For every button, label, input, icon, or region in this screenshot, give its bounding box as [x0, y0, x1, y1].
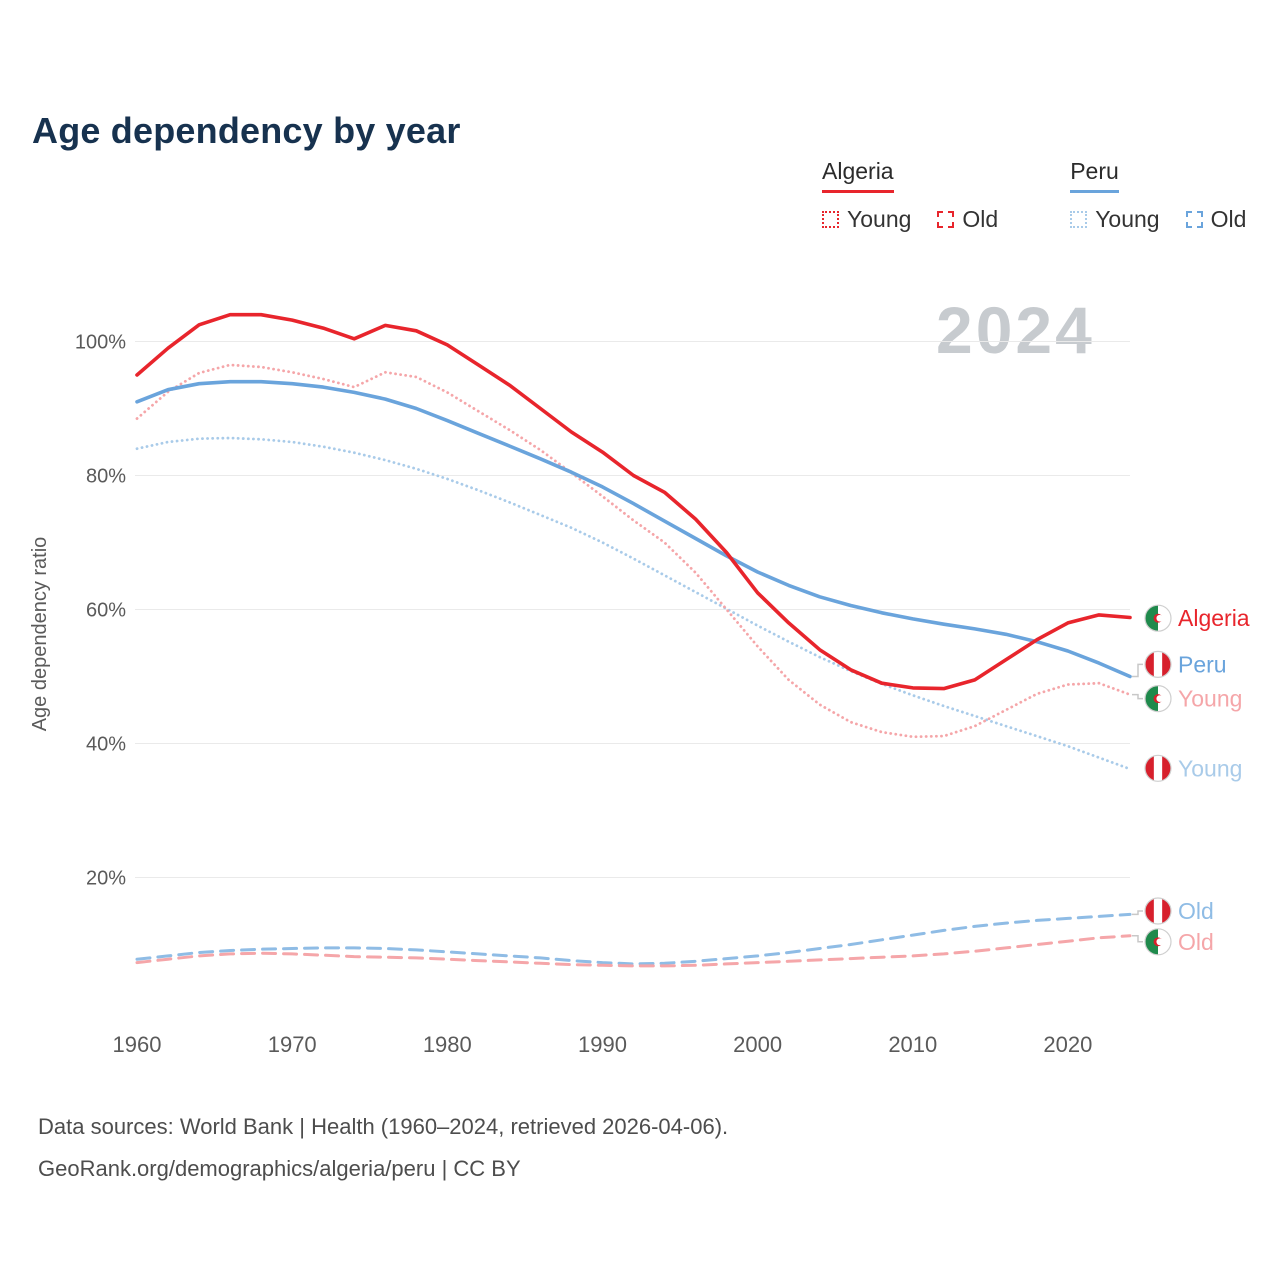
legend-items-peru: Young Old — [1070, 206, 1246, 233]
label-connector — [1132, 693, 1143, 700]
y-tick-label: 60% — [86, 600, 126, 622]
watermark-year: 2024 — [936, 293, 1095, 367]
dotted-line-swatch-icon — [1070, 211, 1088, 228]
legend-label-peru-young: Young — [1095, 206, 1160, 232]
y-tick-label: 40% — [86, 734, 126, 756]
x-tick-label: 1970 — [268, 1032, 317, 1057]
label-connector — [1132, 663, 1143, 678]
legend-item-peru-old[interactable]: Old — [1185, 206, 1247, 233]
svg-text:Peru: Peru — [1178, 651, 1227, 677]
legend-label-algeria-young: Young — [847, 206, 912, 232]
label-connector — [1132, 910, 1143, 916]
end-label-algeria-young: Young — [1144, 684, 1242, 713]
label-connector — [1132, 935, 1143, 943]
legend-label-algeria-old: Old — [962, 206, 999, 232]
y-tick-label: 80% — [86, 466, 126, 488]
dashed-line-swatch-icon — [937, 211, 955, 228]
legend-group-peru: Peru Young Old — [1070, 158, 1246, 233]
legend-group-algeria: Algeria Young Old — [822, 158, 998, 233]
end-label-peru-young: Young — [1144, 754, 1242, 782]
flag-peru-icon — [1144, 754, 1172, 782]
flag-algeria-icon — [1144, 604, 1172, 632]
dotted-line-swatch-icon — [822, 211, 839, 228]
x-tick-label: 1990 — [578, 1032, 627, 1057]
footer-data-sources: Data sources: World Bank | Health (1960–… — [38, 1114, 729, 1139]
legend: Algeria Young Old Peru Young — [822, 158, 1246, 233]
y-tick-label: 100% — [75, 332, 126, 354]
svg-text:Old: Old — [1178, 929, 1214, 955]
end-label-peru-total: Peru — [1144, 650, 1227, 679]
series-peru-total — [135, 379, 1132, 679]
legend-country-peru[interactable]: Peru — [1070, 158, 1119, 193]
series-algeria-young — [135, 363, 1132, 739]
y-tick-label: 20% — [86, 868, 126, 890]
x-tick-label: 2010 — [888, 1032, 937, 1057]
page-title: Age dependency by year — [32, 110, 461, 152]
x-tick-label: 2000 — [733, 1032, 782, 1057]
series-peru-young — [135, 436, 1132, 771]
legend-country-algeria[interactable]: Algeria — [822, 158, 894, 193]
series-algeria-old — [135, 934, 1132, 968]
flag-peru-icon — [1144, 897, 1172, 925]
dashed-line-swatch-icon — [1185, 211, 1203, 228]
end-label-peru-old: Old — [1144, 897, 1214, 925]
svg-text:Young: Young — [1178, 755, 1242, 781]
legend-item-algeria-old[interactable]: Old — [937, 206, 998, 233]
legend-label-peru-old: Old — [1210, 206, 1247, 232]
y-axis-title: Age dependency ratio — [29, 537, 51, 732]
footer-attribution: GeoRank.org/demographics/algeria/peru | … — [38, 1156, 521, 1181]
series-peru-old — [135, 912, 1132, 966]
flag-algeria-icon — [1144, 928, 1172, 956]
series-algeria-total — [135, 312, 1132, 691]
legend-item-algeria-young[interactable]: Young — [822, 206, 911, 233]
svg-text:Algeria: Algeria — [1178, 605, 1250, 631]
x-tick-label: 2020 — [1043, 1032, 1092, 1057]
flag-peru-icon — [1144, 650, 1172, 679]
x-tick-label: 1960 — [113, 1032, 162, 1057]
svg-text:Old: Old — [1178, 898, 1214, 924]
flag-algeria-icon — [1144, 684, 1172, 713]
end-label-algeria-old: Old — [1144, 928, 1214, 956]
footer: Data sources: World Bank | Health (1960–… — [38, 1106, 728, 1190]
svg-text:Young: Young — [1178, 686, 1242, 712]
x-tick-label: 1980 — [423, 1032, 472, 1057]
legend-item-peru-young[interactable]: Young — [1070, 206, 1160, 233]
legend-items-algeria: Young Old — [822, 206, 998, 233]
end-label-algeria-total: Algeria — [1144, 604, 1250, 632]
